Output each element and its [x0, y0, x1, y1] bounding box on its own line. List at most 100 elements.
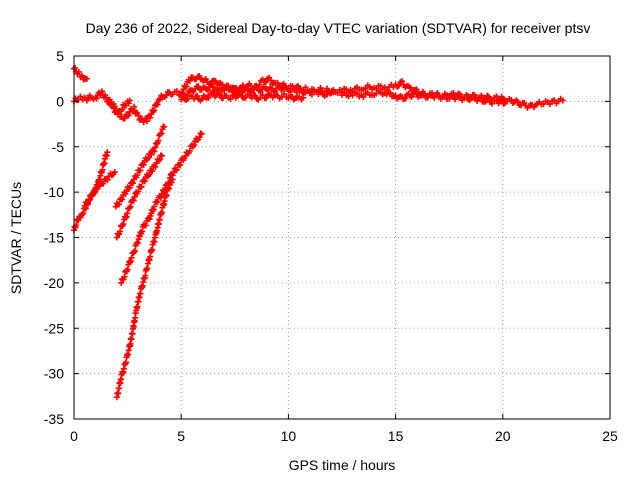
data-point	[139, 160, 146, 167]
x-tick-label: 15	[388, 428, 404, 444]
data-point	[119, 106, 126, 113]
data-point	[186, 147, 193, 154]
data-point	[477, 94, 484, 101]
y-tick-label: -25	[44, 320, 64, 336]
data-point	[149, 246, 156, 253]
data-point	[281, 91, 288, 98]
data-point	[441, 92, 448, 99]
data-point	[308, 91, 315, 98]
data-point	[131, 193, 138, 200]
data-point	[300, 94, 307, 101]
grid-lines	[74, 56, 610, 419]
data-point	[116, 108, 123, 115]
data-point	[169, 176, 176, 183]
data-point	[141, 178, 148, 185]
data-point	[149, 168, 156, 175]
data-point	[116, 201, 123, 208]
data-point	[293, 89, 300, 96]
y-tick-label: -10	[44, 184, 64, 200]
data-point	[153, 140, 160, 147]
data-point	[408, 93, 415, 100]
data-point	[463, 92, 470, 99]
data-point	[173, 166, 180, 173]
data-point	[252, 92, 259, 99]
axis-ticks	[73, 55, 611, 420]
data-point	[156, 95, 163, 102]
data-point	[148, 151, 155, 158]
data-point	[407, 84, 414, 91]
data-point	[146, 215, 153, 222]
data-point	[399, 78, 406, 85]
satellite-track-6	[178, 90, 307, 104]
data-point	[267, 77, 274, 84]
data-point	[135, 188, 142, 195]
data-point	[395, 82, 402, 89]
data-point	[85, 95, 92, 102]
data-point	[142, 222, 149, 229]
data-point	[111, 103, 118, 110]
data-point	[158, 152, 165, 159]
data-point	[157, 194, 164, 201]
y-tick-label: -5	[52, 139, 65, 155]
y-tick-label: -30	[44, 366, 64, 382]
data-point	[126, 97, 133, 104]
y-tick-label: 5	[56, 48, 64, 64]
data-point	[218, 81, 225, 88]
data-point	[134, 172, 141, 179]
data-point	[79, 72, 86, 79]
satellite-track-12	[113, 152, 165, 241]
data-point	[194, 92, 201, 99]
satellite-track-10	[81, 169, 118, 209]
data-point	[150, 206, 157, 213]
data-point	[155, 137, 162, 144]
data-point	[559, 97, 566, 104]
data-point	[122, 359, 129, 366]
data-point	[77, 93, 84, 100]
data-point	[283, 84, 290, 91]
data-point	[551, 97, 558, 104]
data-point	[334, 90, 341, 97]
data-point	[202, 75, 209, 82]
data-point	[297, 86, 304, 93]
data-point	[498, 97, 505, 104]
x-tick-label: 10	[281, 428, 297, 444]
data-point	[262, 79, 269, 86]
satellite-track-11	[112, 123, 168, 210]
data-point	[121, 115, 128, 122]
data-point	[129, 180, 136, 187]
data-point	[345, 93, 352, 100]
data-point	[485, 93, 492, 100]
data-point	[501, 100, 508, 107]
data-point	[216, 91, 223, 98]
data-point	[360, 93, 367, 100]
data-point	[140, 161, 147, 168]
data-point	[147, 114, 154, 121]
data-points	[71, 64, 566, 401]
data-point	[295, 82, 302, 89]
data-point	[173, 88, 180, 95]
data-point	[125, 112, 132, 119]
data-point	[254, 84, 261, 91]
data-point	[133, 109, 140, 116]
data-point	[540, 101, 547, 108]
data-point	[154, 199, 161, 206]
data-point	[205, 94, 212, 101]
x-tick-label: 5	[177, 428, 185, 444]
y-axis-label: SDTVAR / TECUs	[8, 182, 24, 294]
x-tick-label: 0	[70, 428, 78, 444]
data-point	[546, 101, 553, 108]
data-point	[151, 203, 158, 210]
data-point	[120, 221, 127, 228]
data-point	[128, 336, 135, 343]
data-point	[121, 273, 128, 280]
data-point	[402, 95, 409, 102]
data-point	[285, 95, 292, 102]
data-point	[127, 203, 134, 210]
satellite-track-14	[113, 176, 176, 401]
data-point	[177, 162, 184, 169]
data-point	[139, 228, 146, 235]
data-point	[82, 205, 89, 212]
data-point	[198, 131, 205, 138]
y-tick-label: -20	[44, 275, 64, 291]
data-point	[489, 100, 496, 107]
